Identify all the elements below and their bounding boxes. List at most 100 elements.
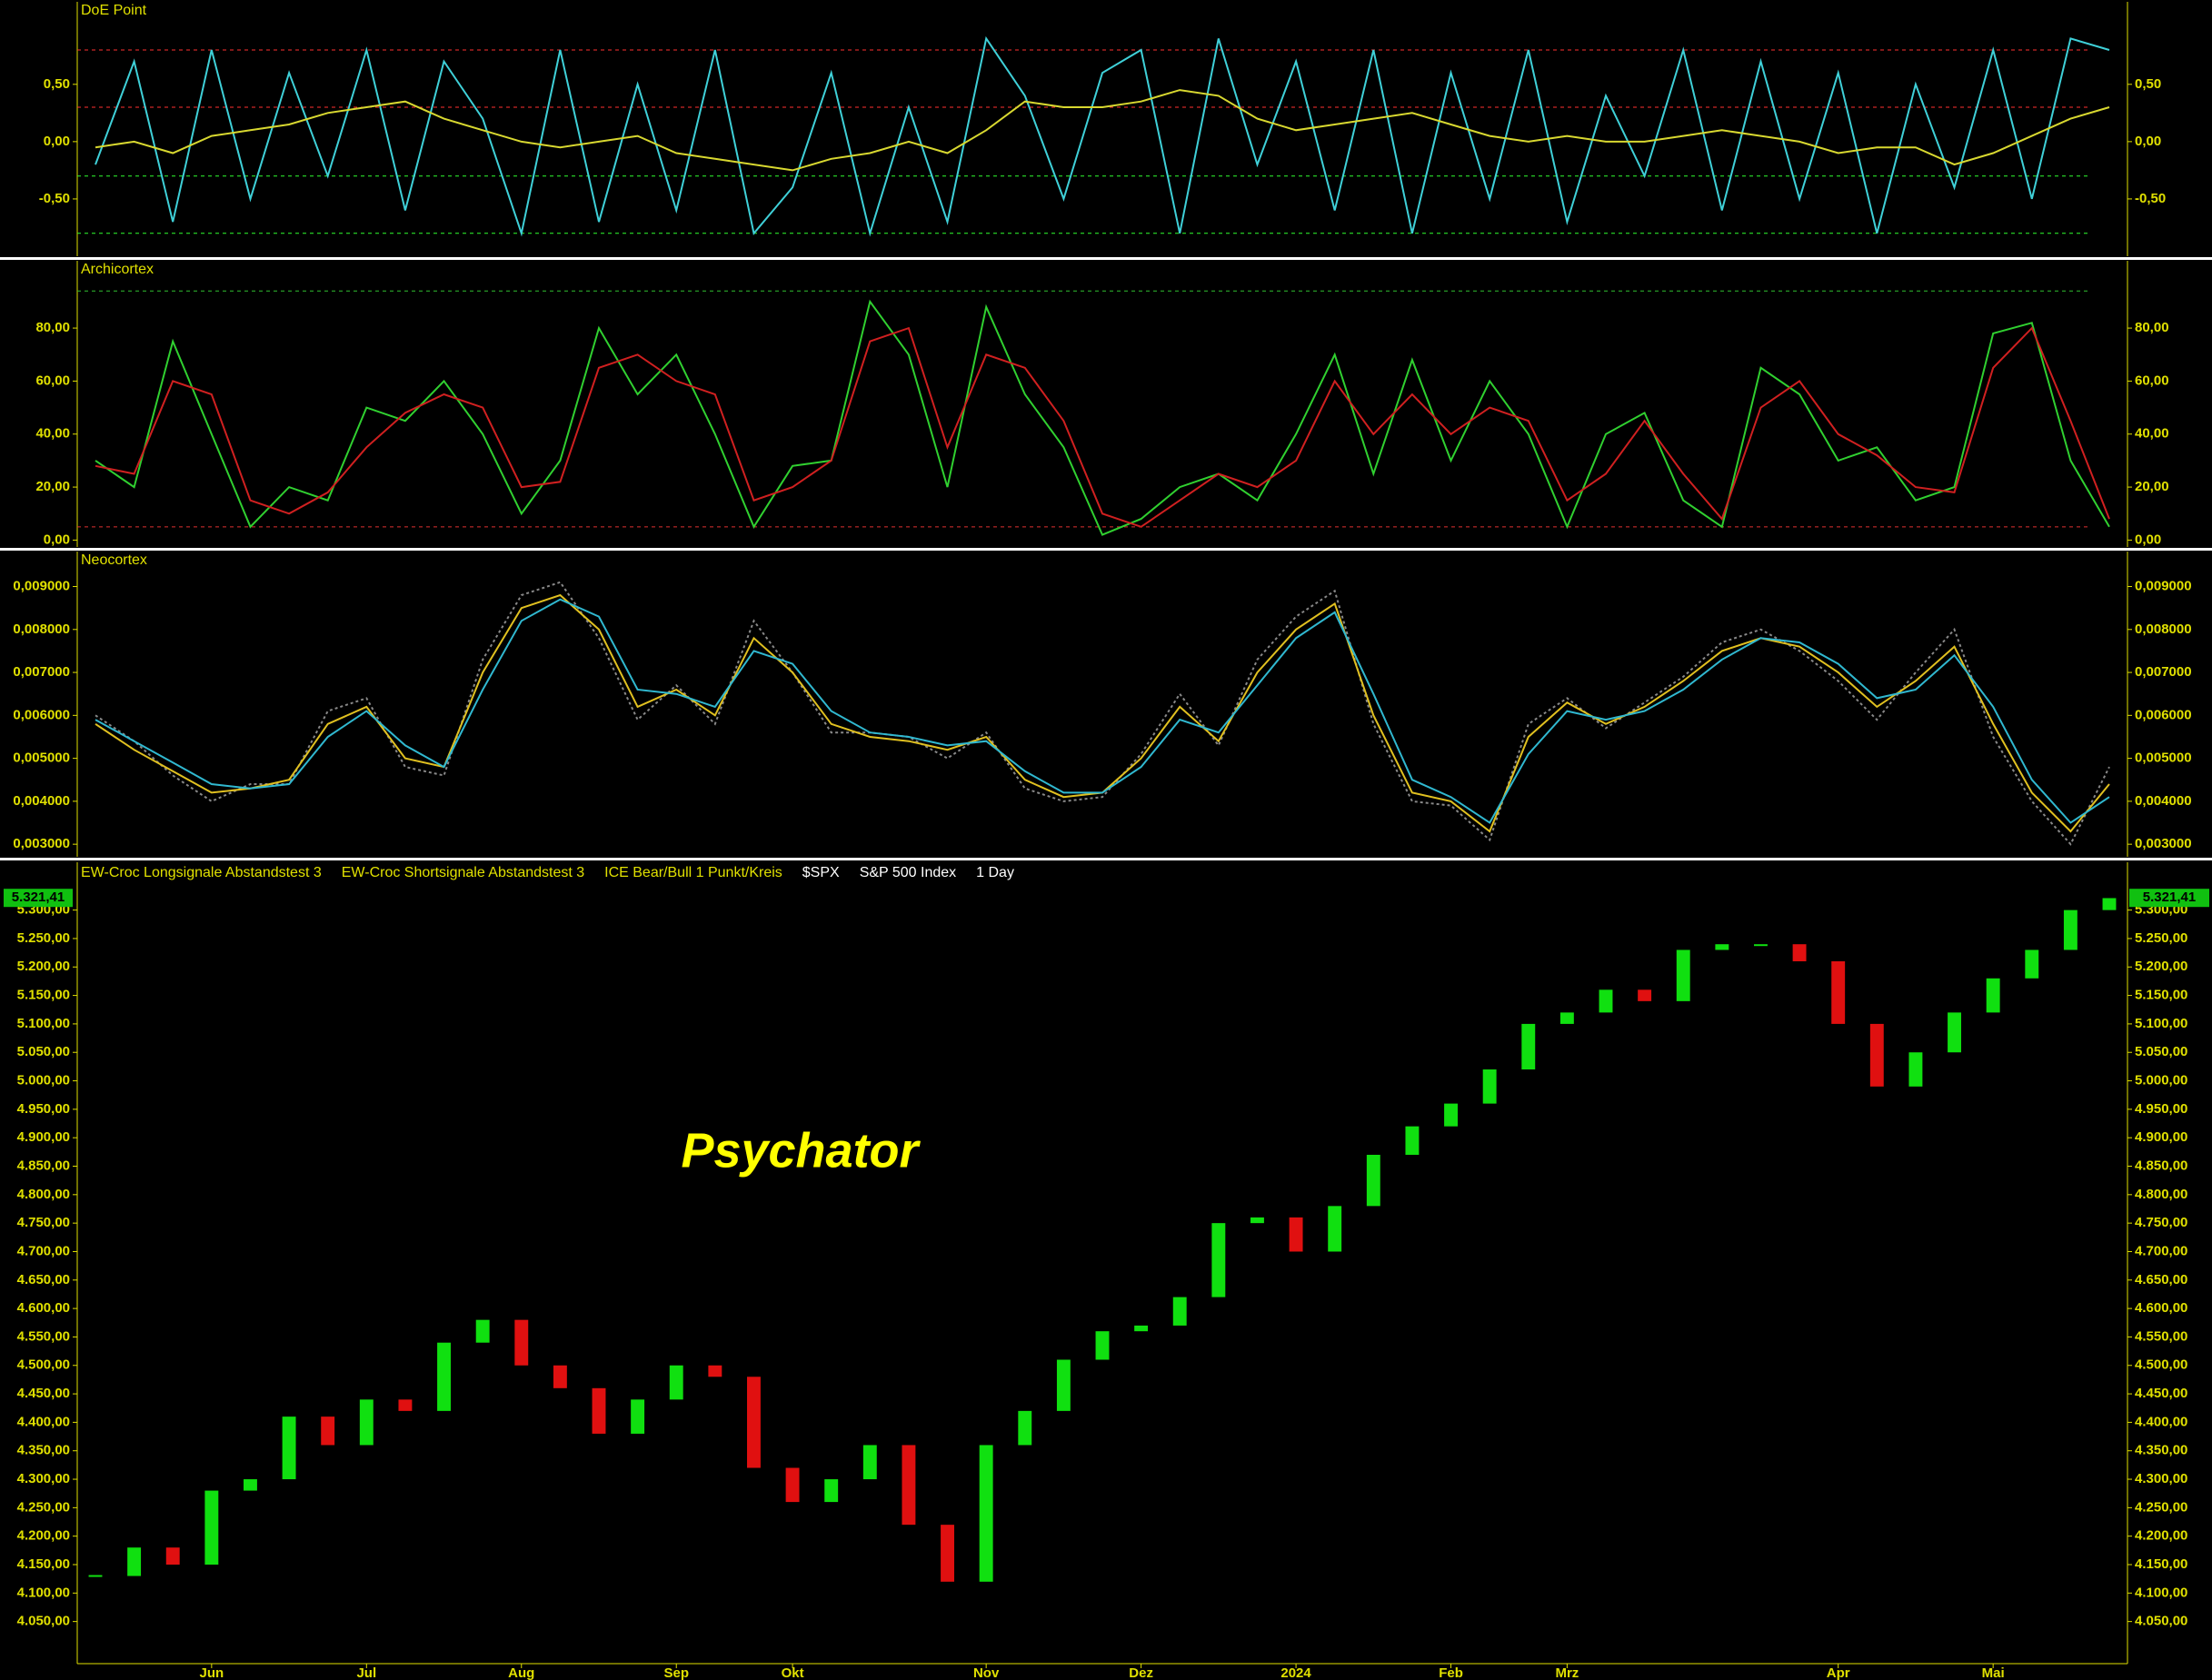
y-tick-label: 0,004000 (13, 793, 70, 809)
y-tick-label: 0,006000 (2135, 707, 2192, 722)
y-tick-label: 0,007000 (2135, 664, 2192, 680)
candle (631, 1399, 645, 1434)
candle (2102, 898, 2117, 910)
candle (1676, 949, 1690, 1001)
x-tick-label: 2024 (1280, 1665, 1311, 1680)
instrument-label: $SPX (802, 865, 840, 880)
watermark: Psychator (681, 1123, 921, 1178)
series-line (95, 598, 2110, 824)
last-value-label: 5.321,41 (2143, 890, 2196, 905)
x-tick-label: Nov (973, 1665, 1000, 1680)
y-tick-label: 60,00 (2135, 373, 2169, 388)
y-tick-label: 4.300,00 (2135, 1471, 2187, 1486)
y-tick-label: 0,00 (2135, 134, 2161, 149)
series-line (95, 89, 2110, 172)
candle (785, 1467, 800, 1503)
y-tick-label: 5.050,00 (17, 1044, 70, 1059)
candle (475, 1319, 490, 1343)
x-tick-label: Feb (1439, 1665, 1463, 1680)
y-tick-label: 4.900,00 (17, 1129, 70, 1145)
candle (1599, 989, 1613, 1013)
candle (1095, 1331, 1110, 1360)
candle (127, 1547, 142, 1576)
y-tick-label: 4.600,00 (2135, 1300, 2187, 1316)
y-tick-label: 4.400,00 (17, 1414, 70, 1429)
candle (1250, 1217, 1264, 1224)
candle (1328, 1206, 1342, 1252)
panel-separator (0, 257, 2212, 260)
y-tick-label: 4.850,00 (17, 1158, 70, 1173)
candle (902, 1445, 916, 1526)
y-tick-label: 0,005000 (2135, 751, 2192, 766)
y-tick-label: 4.650,00 (17, 1272, 70, 1287)
candle (1521, 1023, 1536, 1070)
series-line (95, 581, 2110, 846)
candle (1754, 944, 1768, 947)
y-tick-label: 4.750,00 (17, 1215, 70, 1230)
y-tick-label: 4.150,00 (17, 1556, 70, 1572)
y-tick-label: 5.150,00 (2135, 988, 2187, 1003)
candle (553, 1365, 567, 1388)
y-tick-label: 40,00 (2135, 426, 2169, 442)
candle (1638, 989, 1652, 1001)
panel-title: DoE Point (81, 3, 147, 18)
indicator-label: ICE Bear/Bull 1 Punkt/Kreis (604, 865, 782, 880)
y-tick-label: 4.850,00 (2135, 1158, 2187, 1173)
y-tick-label: 5.050,00 (2135, 1044, 2187, 1059)
candle (1172, 1297, 1187, 1326)
y-tick-label: 0,009000 (2135, 578, 2192, 593)
candle (398, 1399, 413, 1411)
y-tick-label: 4.250,00 (2135, 1499, 2187, 1515)
x-tick-label: Aug (508, 1665, 534, 1680)
y-tick-label: 5.200,00 (2135, 959, 2187, 974)
y-tick-label: 5.250,00 (2135, 930, 2187, 946)
candle (1986, 978, 2000, 1013)
y-tick-label: 4.050,00 (17, 1614, 70, 1629)
y-tick-label: 5.150,00 (17, 988, 70, 1003)
candle (88, 1575, 103, 1577)
y-tick-label: 4.500,00 (2135, 1357, 2187, 1373)
panel-separator (0, 858, 2212, 860)
candle (359, 1399, 374, 1446)
candle (669, 1365, 683, 1400)
candle (941, 1525, 954, 1582)
x-tick-label: Okt (782, 1665, 804, 1680)
y-tick-label: 0,00 (44, 532, 70, 547)
y-tick-label: 4.350,00 (17, 1443, 70, 1458)
candle (824, 1479, 839, 1503)
y-tick-label: -0,50 (2135, 191, 2166, 206)
candle (321, 1417, 335, 1446)
y-tick-label: 4.700,00 (2135, 1243, 2187, 1258)
y-tick-label: 4.350,00 (2135, 1443, 2187, 1458)
candle (1444, 1103, 1458, 1127)
y-tick-label: 5.200,00 (17, 959, 70, 974)
candle (1869, 1023, 1884, 1087)
y-tick-label: 4.800,00 (2135, 1187, 2187, 1202)
candle (747, 1377, 761, 1468)
y-tick-label: 4.450,00 (17, 1386, 70, 1401)
candle (1134, 1325, 1149, 1332)
y-tick-label: 4.600,00 (17, 1300, 70, 1316)
candle (2063, 910, 2077, 950)
y-tick-label: 80,00 (35, 320, 70, 335)
y-tick-label: 5.000,00 (17, 1073, 70, 1089)
indicator-label: EW-Croc Shortsignale Abstandstest 3 (342, 865, 584, 880)
y-tick-label: 20,00 (35, 479, 70, 494)
candle (204, 1490, 219, 1566)
series-line (95, 299, 2110, 536)
y-tick-label: 4.300,00 (17, 1471, 70, 1486)
x-tick-label: Jun (200, 1665, 224, 1680)
y-tick-label: 4.100,00 (2135, 1585, 2187, 1600)
candle (1948, 1012, 1961, 1053)
candle (282, 1417, 296, 1480)
instrument-label: S&P 500 Index (860, 865, 956, 880)
y-tick-label: -0,50 (39, 191, 70, 206)
last-value-label: 5.321,41 (12, 890, 65, 905)
y-tick-label: 0,00 (44, 134, 70, 149)
y-tick-label: 0,50 (2135, 76, 2161, 92)
y-tick-label: 4.700,00 (17, 1243, 70, 1258)
candle (1405, 1126, 1420, 1155)
y-tick-label: 4.050,00 (2135, 1614, 2187, 1629)
candle (1366, 1154, 1380, 1207)
